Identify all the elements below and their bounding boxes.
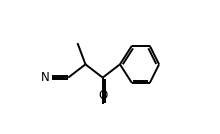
Text: O: O	[98, 89, 107, 102]
Text: N: N	[41, 71, 50, 84]
